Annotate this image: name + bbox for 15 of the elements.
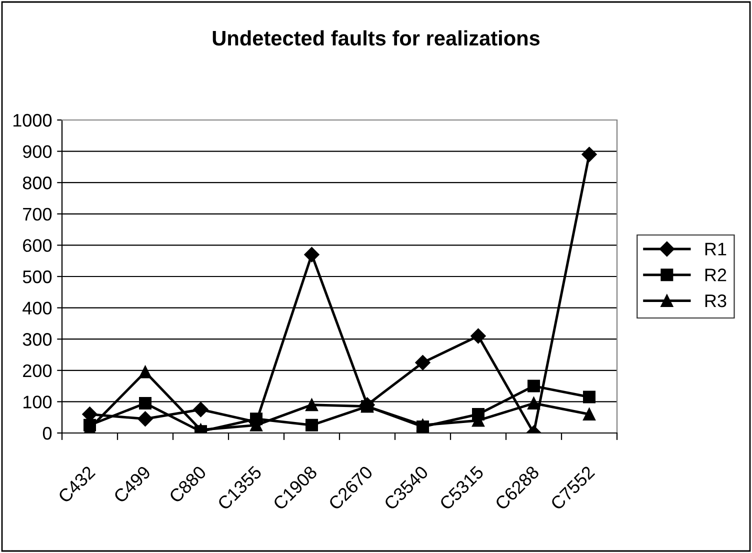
y-tick-label: 1000: [13, 114, 52, 127]
y-tick-label: 100: [24, 396, 52, 408]
y-tick-label: 0: [42, 426, 52, 440]
y-tick-label: 700: [23, 208, 52, 221]
y-tick-label: 200: [23, 364, 52, 378]
y-tick-label: 600: [23, 239, 52, 252]
y-tick-label: 400: [22, 302, 52, 315]
y-tick-label: 900: [23, 145, 52, 158]
y-tick-label: 500: [22, 270, 52, 284]
legend-label: R1: [705, 242, 726, 256]
chart-title: Undetected faults for realizations: [212, 30, 540, 46]
legend-label: R3: [705, 294, 726, 308]
legend-label: R2: [705, 268, 726, 282]
y-tick-label: 300: [22, 333, 52, 346]
y-tick-label: 800: [22, 176, 52, 190]
